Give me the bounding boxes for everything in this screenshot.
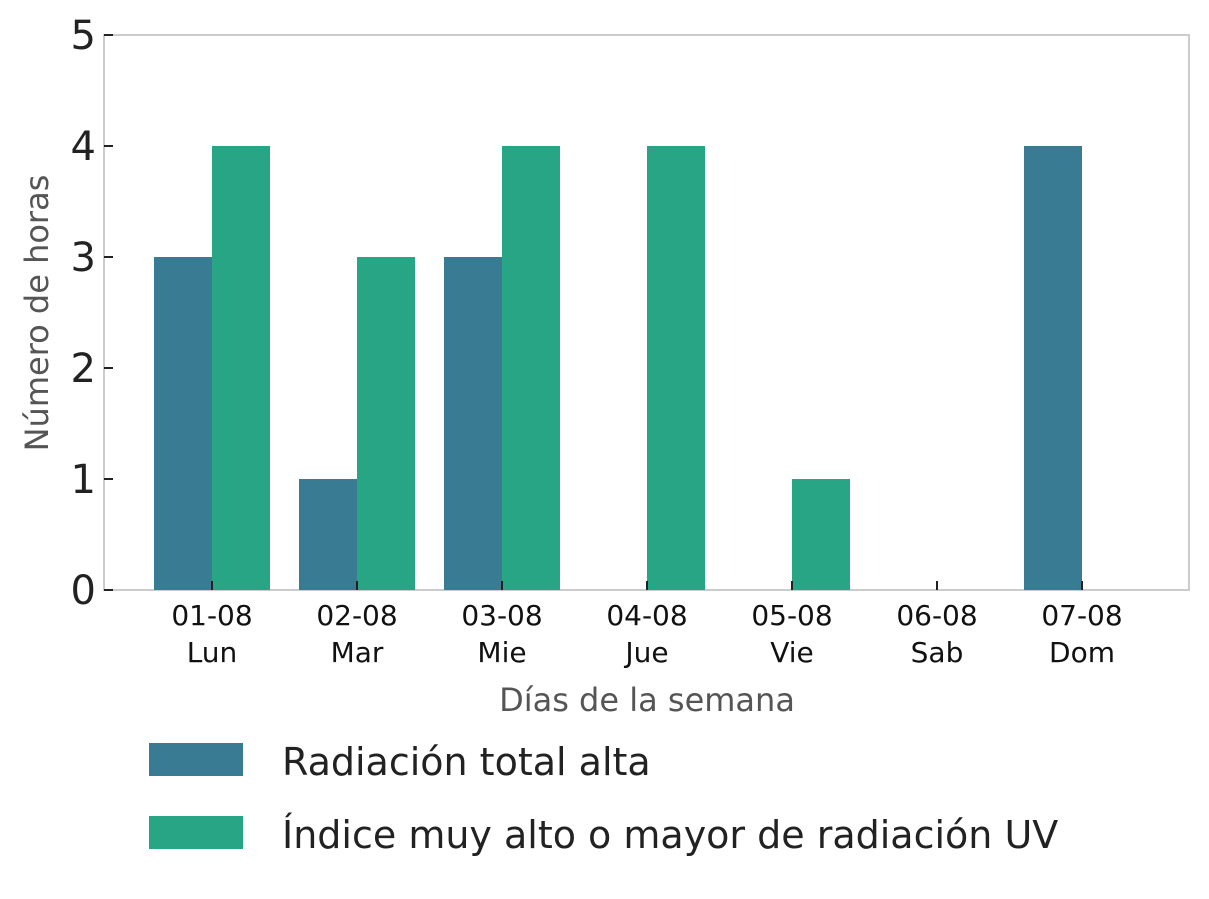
bar-indice-uv-vie [792, 479, 850, 590]
y-axis: 0 1 2 3 4 5 [71, 13, 113, 614]
bar-indice-uv-mie [502, 146, 560, 590]
x-axis-title: Días de la semana [499, 681, 795, 719]
y-tick-label: 4 [71, 124, 96, 170]
bars-group [154, 146, 1082, 590]
bar-indice-uv-mar [357, 257, 415, 590]
y-tick-label: 3 [71, 235, 96, 281]
x-tick-label-date: 03-08 [461, 599, 542, 632]
x-tick-label-date: 02-08 [316, 599, 397, 632]
x-tick-label-date: 05-08 [751, 599, 832, 632]
legend-label: Índice muy alto o mayor de radiación UV [282, 813, 1058, 857]
x-tick-label-date: 07-08 [1041, 599, 1122, 632]
y-tick-label: 5 [71, 13, 96, 59]
legend-swatch [149, 743, 243, 776]
bar-radiacion-total-mie [444, 257, 502, 590]
x-tick-label-day: Sab [911, 636, 964, 669]
x-tick-label-date: 06-08 [896, 599, 977, 632]
bar-indice-uv-lun [212, 146, 270, 590]
y-tick-label: 2 [71, 346, 96, 392]
y-tick-label: 1 [71, 457, 96, 503]
legend-label: Radiación total alta [282, 740, 651, 784]
y-tick-label: 0 [71, 568, 96, 614]
y-axis-title: Número de horas [18, 175, 56, 452]
x-axis: 01-08 Lun 02-08 Mar 03-08 Mie 04-08 Jue 05-08 Vie… [171, 581, 1123, 669]
x-tick-label-day: Mar [331, 636, 384, 669]
x-tick-label-date: 04-08 [606, 599, 687, 632]
x-tick-label-day: Mie [477, 636, 526, 669]
x-tick-label-day: Lun [187, 636, 238, 669]
x-tick-label-day: Dom [1049, 636, 1115, 669]
bar-radiacion-total-dom [1024, 146, 1082, 590]
bar-radiacion-total-mar [299, 479, 357, 590]
x-tick-label-day: Jue [623, 636, 668, 669]
x-tick-label-day: Vie [770, 636, 814, 669]
legend-swatch [149, 816, 243, 849]
legend: Radiación total alta Índice muy alto o ma… [149, 740, 1058, 857]
x-tick-label-date: 01-08 [171, 599, 252, 632]
bar-indice-uv-jue [647, 146, 705, 590]
bar-radiacion-total-lun [154, 257, 212, 590]
